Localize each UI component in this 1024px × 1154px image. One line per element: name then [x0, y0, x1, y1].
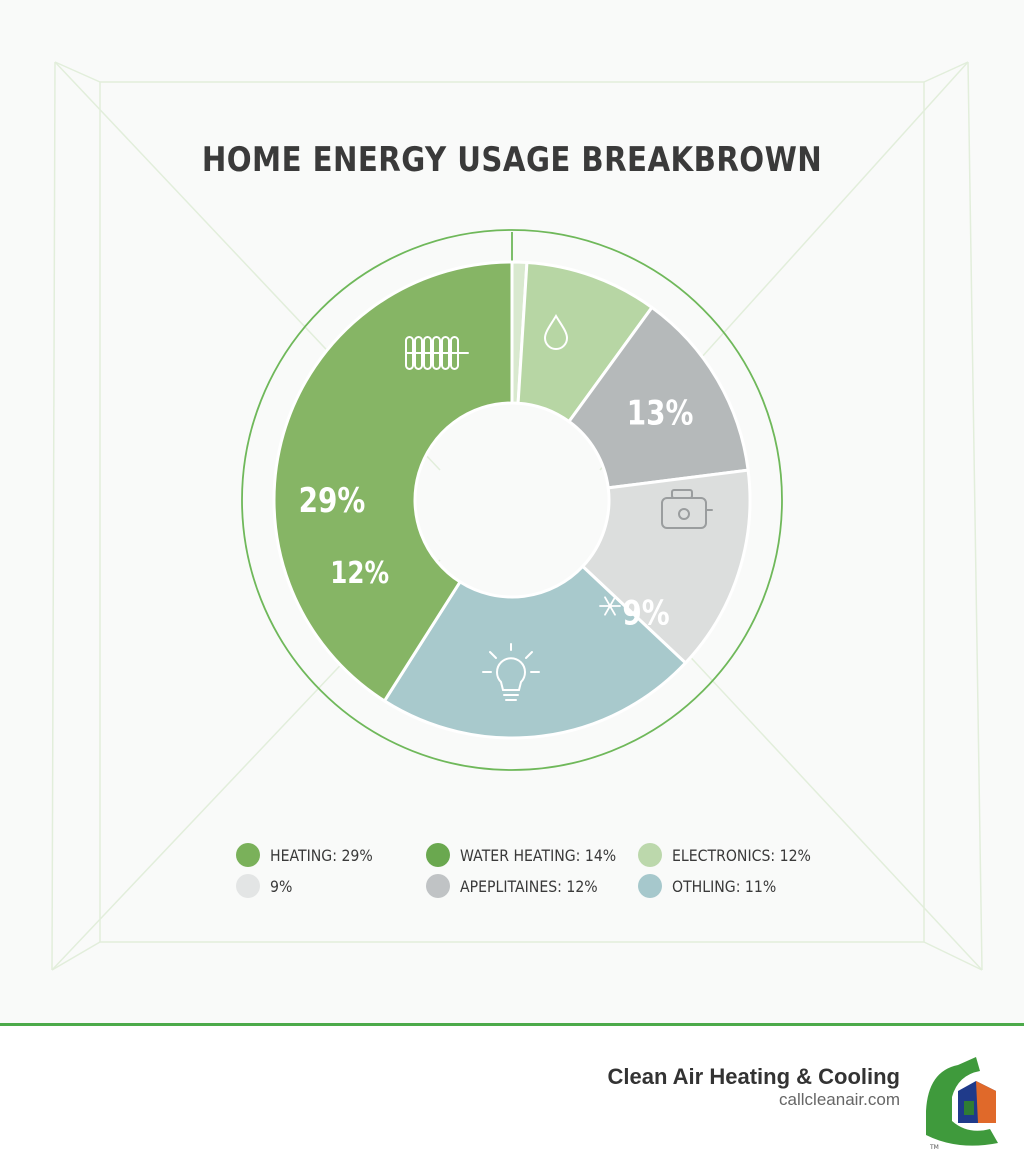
legend-swatch	[426, 843, 450, 867]
company-logo: TM	[926, 1057, 998, 1151]
svg-text:TM: TM	[929, 1144, 939, 1151]
donut-slice	[272, 260, 514, 704]
slice-label: 13%	[627, 394, 694, 433]
legend-label: ELECTRONICS: 12%	[672, 845, 811, 865]
legend-label: OTHLING: 11%	[672, 876, 777, 896]
company-url[interactable]: callcleanair.com	[779, 1090, 900, 1109]
donut-slice	[566, 305, 750, 490]
donut-chart: 13% 9% 29% 12%	[241, 229, 783, 771]
legend-item: WATER HEATING: 14%	[426, 843, 637, 867]
legend-item: HEATING: 29%	[236, 843, 387, 867]
legend-item: APEPLITAINES: 12%	[426, 874, 616, 898]
legend-swatch	[638, 843, 662, 867]
slice-label: 29%	[299, 481, 366, 520]
legend-swatch	[236, 874, 260, 898]
legend-swatch	[426, 874, 450, 898]
slice-label-extra: 12%	[330, 557, 389, 591]
water-drop-icon	[543, 314, 569, 350]
legend-swatch	[638, 874, 662, 898]
legend-label: HEATING: 29%	[270, 845, 373, 865]
legend-label: APEPLITAINES: 12%	[460, 876, 598, 896]
legend-item: 9%	[236, 874, 295, 898]
footer: Clean Air Heating & Cooling callcleanair…	[0, 1026, 1024, 1154]
toaster-icon	[661, 489, 713, 529]
donut-slice	[580, 468, 752, 666]
chart-title: HOME ENERGY USAGE BREAKBROWN	[201, 140, 823, 180]
legend-label: 9%	[270, 876, 293, 896]
donut-slice	[382, 564, 688, 740]
legend-label: WATER HEATING: 14%	[460, 845, 617, 865]
legend-item: ELECTRONICS: 12%	[638, 843, 830, 867]
slice-label: 9%	[622, 594, 669, 633]
lightbulb-icon	[482, 643, 540, 701]
legend-swatch	[236, 843, 260, 867]
snowflake-icon	[599, 596, 621, 616]
radiator-icon	[405, 336, 469, 370]
company-name: Clean Air Heating & Cooling	[607, 1064, 900, 1089]
outer-ring	[241, 229, 783, 771]
footer-accent-line	[0, 1023, 1024, 1026]
legend-item: OTHLING: 11%	[638, 874, 790, 898]
